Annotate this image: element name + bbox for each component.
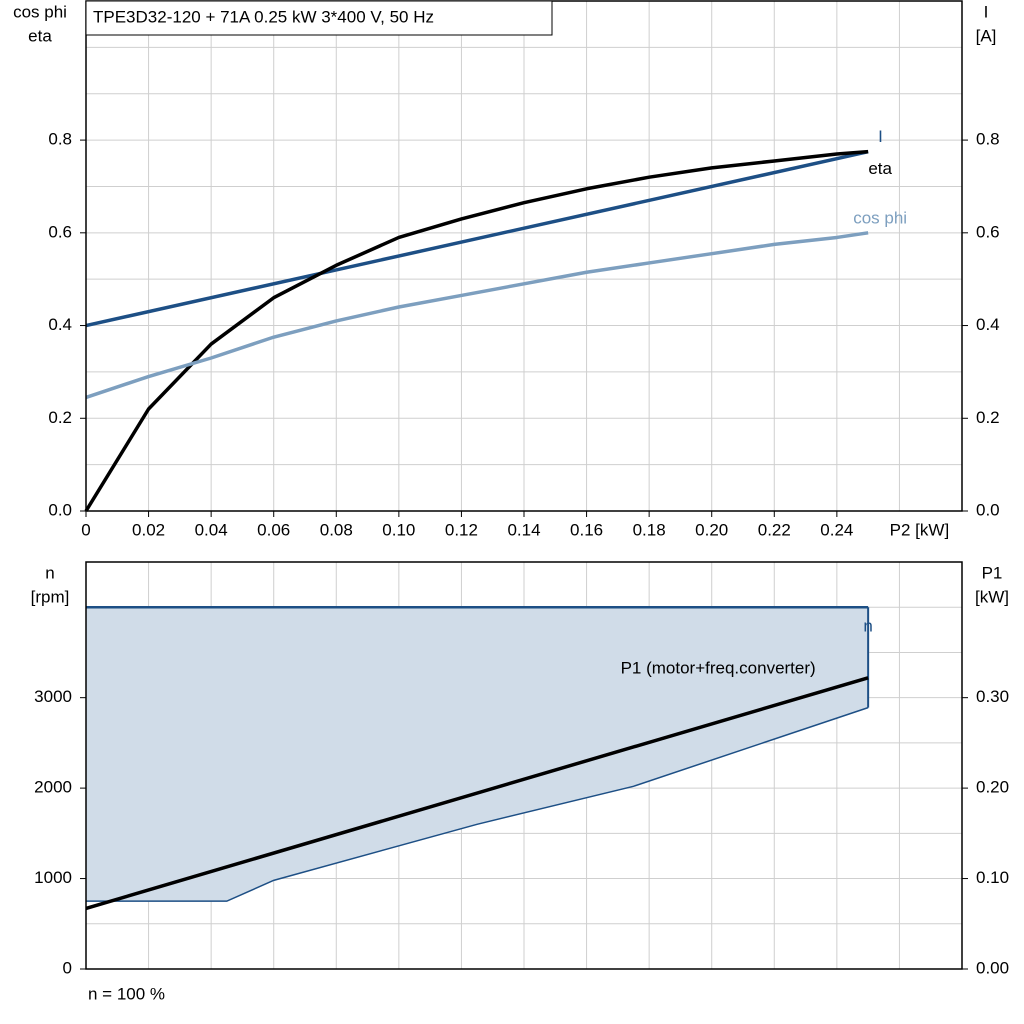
- x-tick-label: 0.16: [570, 520, 603, 539]
- range-area: [86, 607, 869, 902]
- plot-frame: [85, 561, 963, 970]
- title-box: [85, 0, 553, 36]
- series-line: [85, 149, 869, 328]
- y2-tick-label: 0.6: [976, 222, 1000, 241]
- y2-axis-label: [A]: [976, 26, 997, 45]
- lower-line: [86, 706, 869, 902]
- y-tick-label: 0: [63, 958, 72, 977]
- series-line: [84, 149, 869, 512]
- y2-axis-label: P1: [982, 563, 1003, 582]
- x-tick-label: 0.04: [195, 520, 228, 539]
- y-tick-label: 3000: [34, 687, 72, 706]
- series-label: P1 (motor+freq.converter): [621, 658, 816, 677]
- x-tick-label: 0: [81, 520, 90, 539]
- y2-tick-label: 0.20: [976, 778, 1009, 797]
- x-axis-label: P2 [kW]: [890, 520, 950, 539]
- y-tick-label: 2000: [34, 778, 72, 797]
- area-label: n: [863, 617, 872, 636]
- y-tick-label: 0.0: [48, 500, 72, 519]
- y2-axis-label: [kW]: [975, 587, 1009, 606]
- footnote: n = 100 %: [88, 984, 165, 1003]
- x-tick-label: 0.20: [695, 520, 728, 539]
- series-label: eta: [868, 159, 892, 178]
- y-tick-label: 0.4: [48, 315, 72, 334]
- y-axis-label: n: [45, 563, 54, 582]
- x-tick-label: 0.10: [382, 520, 415, 539]
- y-tick-label: 0.2: [48, 408, 72, 427]
- y2-tick-label: 0.8: [976, 130, 1000, 149]
- y2-axis-label: I: [984, 2, 989, 21]
- series-label: I: [878, 127, 883, 146]
- y-tick-label: 1000: [34, 868, 72, 887]
- y2-tick-label: 0.00: [976, 958, 1009, 977]
- y-tick-label: 0.6: [48, 222, 72, 241]
- series-line: [85, 676, 869, 911]
- x-tick-label: 0.02: [132, 520, 165, 539]
- y2-tick-label: 0.30: [976, 687, 1009, 706]
- y-axis-label: cos phi: [13, 2, 67, 21]
- y-axis-label: [rpm]: [31, 587, 70, 606]
- x-tick-label: 0.06: [257, 520, 290, 539]
- x-tick-label: 0.22: [758, 520, 791, 539]
- y2-tick-label: 0.0: [976, 500, 1000, 519]
- y-axis-label: eta: [28, 26, 52, 45]
- y-tick-label: 0.8: [48, 130, 72, 149]
- y2-tick-label: 0.2: [976, 408, 1000, 427]
- x-tick-label: 0.14: [507, 520, 540, 539]
- series-label: cos phi: [853, 208, 907, 227]
- x-tick-label: 0.12: [445, 520, 478, 539]
- y2-tick-label: 0.10: [976, 868, 1009, 887]
- y2-tick-label: 0.4: [976, 315, 1000, 334]
- x-tick-label: 0.08: [320, 520, 353, 539]
- series-line: [85, 231, 869, 400]
- x-tick-label: 0.18: [633, 520, 666, 539]
- chart-title: TPE3D32-120 + 71A 0.25 kW 3*400 V, 50 Hz: [93, 7, 434, 26]
- x-tick-label: 0.24: [820, 520, 853, 539]
